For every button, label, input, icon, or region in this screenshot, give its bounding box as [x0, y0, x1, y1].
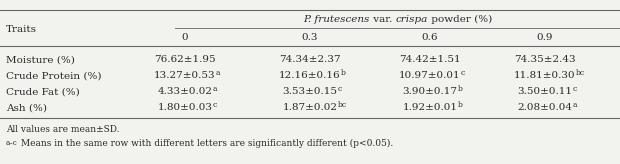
Text: a: a: [572, 101, 577, 109]
Text: powder (%): powder (%): [428, 14, 492, 24]
Text: 1.87±0.02: 1.87±0.02: [283, 103, 337, 113]
Text: P. frutescens: P. frutescens: [303, 14, 370, 23]
Text: bc: bc: [576, 69, 585, 77]
Text: Crude Fat (%): Crude Fat (%): [6, 88, 80, 96]
Text: b: b: [458, 101, 463, 109]
Text: b: b: [341, 69, 346, 77]
Text: Moisture (%): Moisture (%): [6, 55, 75, 64]
Text: c: c: [213, 101, 217, 109]
Text: a–c: a–c: [6, 139, 18, 147]
Text: 11.81±0.30: 11.81±0.30: [514, 72, 576, 81]
Text: 1.80±0.03: 1.80±0.03: [157, 103, 213, 113]
Text: 2.08±0.04: 2.08±0.04: [518, 103, 572, 113]
Text: Means in the same row with different letters are significantly different (p<0.05: Means in the same row with different let…: [18, 138, 393, 148]
Text: 3.53±0.15: 3.53±0.15: [283, 88, 337, 96]
Text: 74.35±2.43: 74.35±2.43: [514, 55, 576, 64]
Text: var.: var.: [370, 14, 396, 23]
Text: Ash (%): Ash (%): [6, 103, 47, 113]
Text: 0.9: 0.9: [537, 32, 553, 41]
Text: 3.90±0.17: 3.90±0.17: [402, 88, 458, 96]
Text: 1.92±0.01: 1.92±0.01: [402, 103, 458, 113]
Text: c: c: [337, 85, 342, 93]
Text: c: c: [572, 85, 577, 93]
Text: b: b: [458, 85, 463, 93]
Text: 0.3: 0.3: [302, 32, 318, 41]
Text: 76.62±1.95: 76.62±1.95: [154, 55, 216, 64]
Text: Crude Protein (%): Crude Protein (%): [6, 72, 102, 81]
Text: 3.50±0.11: 3.50±0.11: [518, 88, 572, 96]
Text: 10.97±0.01: 10.97±0.01: [399, 72, 461, 81]
Text: crispa: crispa: [396, 14, 428, 23]
Text: Traits: Traits: [6, 25, 37, 34]
Text: All values are mean±SD.: All values are mean±SD.: [6, 124, 120, 133]
Text: c: c: [461, 69, 465, 77]
Text: a: a: [213, 85, 217, 93]
Text: bc: bc: [337, 101, 347, 109]
Text: 0.6: 0.6: [422, 32, 438, 41]
Text: 74.42±1.51: 74.42±1.51: [399, 55, 461, 64]
Text: 0: 0: [182, 32, 188, 41]
Text: 13.27±0.53: 13.27±0.53: [154, 72, 216, 81]
Text: 4.33±0.02: 4.33±0.02: [157, 88, 213, 96]
Text: 12.16±0.16: 12.16±0.16: [279, 72, 341, 81]
Text: 74.34±2.37: 74.34±2.37: [279, 55, 341, 64]
Text: a: a: [216, 69, 220, 77]
